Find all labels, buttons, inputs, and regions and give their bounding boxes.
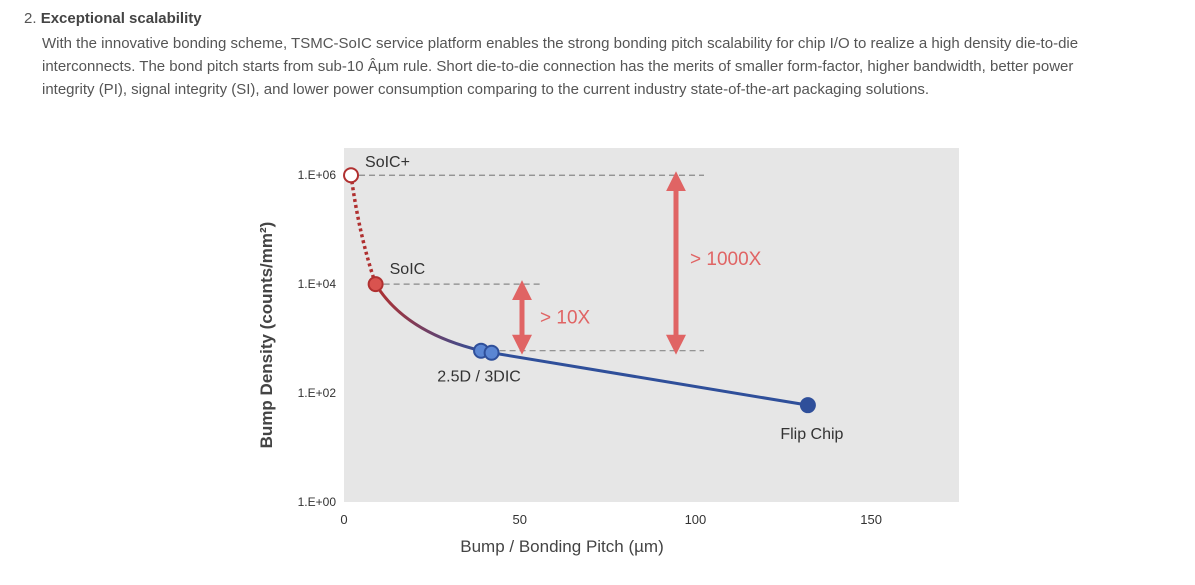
point-soic-plus: [343, 167, 360, 184]
paragraph-line: With the innovative bonding scheme, TSMC…: [42, 35, 1079, 52]
y-tick-label: 1.E+06: [298, 168, 337, 182]
x-tick-label: 0: [340, 512, 347, 527]
y-axis-label: Bump Density (counts/mm²): [257, 222, 276, 449]
y-tick-label: 1.E+00: [298, 495, 337, 509]
point-flip-chip: [799, 397, 816, 414]
annotation-10x: > 10X: [540, 307, 591, 328]
series-line-straight: [491, 351, 809, 407]
x-tick-label: 150: [860, 512, 882, 527]
x-tick-label: 100: [685, 512, 707, 527]
section-title: Exceptional scalability: [40, 10, 202, 27]
x-axis-label: Bump / Bonding Pitch (µm): [460, 537, 664, 556]
point-3dic-b: [483, 344, 500, 361]
y-tick-label: 1.E+04: [298, 277, 337, 291]
scalability-section: 2. Exceptional scalability With the inno…: [24, 8, 1164, 101]
paragraph-line: integrity (PI), signal integrity (SI), a…: [42, 81, 930, 98]
x-tick-label: 50: [512, 512, 526, 527]
chart-svg: 1.E+00 1.E+02 1.E+04 1.E+06 0 50 100 150 Bump / …: [257, 148, 959, 556]
section-number: 2.: [24, 10, 37, 27]
bump-density-chart: 1.E+00 1.E+02 1.E+04 1.E+06 0 50 100 150 Bump / …: [240, 140, 980, 580]
annotation-1000x: > 1000X: [690, 249, 762, 270]
series-line-curve: [374, 283, 482, 353]
section-heading: 2. Exceptional scalability: [24, 8, 1164, 30]
series-line-dotted: [349, 174, 378, 285]
paragraph-line: interconnects. The bond pitch starts fro…: [42, 58, 1074, 75]
section-paragraph: With the innovative bonding scheme, TSMC…: [42, 32, 1164, 101]
label-soic-plus: SoIC+: [365, 154, 410, 171]
label-soic: SoIC: [390, 261, 426, 278]
point-soic: [367, 276, 384, 293]
label-flip-chip: Flip Chip: [780, 426, 843, 443]
label-3dic: 2.5D / 3DIC: [437, 369, 521, 386]
y-tick-label: 1.E+02: [298, 386, 337, 400]
plot-background: [344, 148, 959, 502]
